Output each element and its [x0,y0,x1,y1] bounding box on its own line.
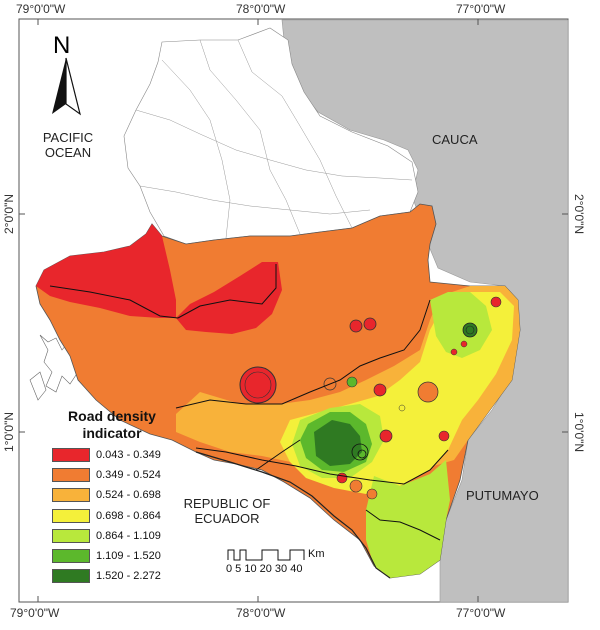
label-ecuador-line1: REPUBLIC OF [183,496,271,511]
coordinate-ticks [19,19,568,602]
legend-swatch [52,468,90,483]
legend-title-line2: indicator [82,425,142,441]
legend-label: 0.524 - 0.698 [96,489,161,502]
coord-bottom-79w: 79°0'0"W [10,606,60,620]
scale-bar-unit: Km [308,548,325,560]
legend-swatch [52,528,90,543]
legend-swatch [52,549,90,564]
legend-label: 0.864 - 1.109 [96,529,161,542]
coord-top-78w: 78°0'0"W [236,2,286,16]
legend-label: 0.349 - 0.524 [96,469,161,482]
legend-item: 0.524 - 0.698 [52,485,172,505]
label-ecuador: REPUBLIC OF ECUADOR [172,496,282,526]
north-arrow-icon [52,57,81,116]
legend-swatch [52,508,90,523]
municipal-boundaries [135,39,413,239]
scale-bar-graphic [227,549,305,561]
label-ecuador-line2: ECUADOR [194,511,260,526]
zone-darkgreen [314,420,362,466]
legend-item: 1.520 - 2.272 [52,566,172,586]
legend-item: 0.698 - 0.864 [52,506,172,526]
coord-bottom-78w: 78°0'0"W [236,606,286,620]
coastal-islands [29,334,81,401]
legend-item: 1.109 - 1.520 [52,546,172,566]
legend-label: 1.520 - 2.272 [96,570,161,583]
legend-item: 0.349 - 0.524 [52,465,172,485]
legend-rows: 0.043 - 0.349 0.349 - 0.524 0.524 - 0.698 0… [52,445,172,586]
zone-red-west [36,224,176,318]
north-arrow-label: N [53,32,71,59]
legend-label: 1.109 - 1.520 [96,550,161,563]
contour-lines [49,264,449,541]
legend-swatch [52,488,90,503]
legend-item: 0.043 - 0.349 [52,445,172,465]
legend-swatch [52,569,90,584]
coord-left-2n: 2°0'0"N [2,193,16,234]
label-pacific-line2: OCEAN [44,145,92,160]
coord-top-79w: 79°0'0"W [16,2,66,16]
legend: Road density indicator 0.043 - 0.349 0.34… [52,408,172,586]
ecuador-border [195,451,391,579]
label-cauca: CAUCA [432,132,478,147]
zone-lightgreen-south [366,460,450,578]
scale-bar-ticks: 0 5 10 20 30 40 [226,563,303,575]
road-density-surface [35,203,521,579]
legend-label: 0.698 - 0.864 [96,509,161,522]
label-pacific-line1: PACIFIC [42,130,94,145]
legend-item: 0.864 - 1.109 [52,526,172,546]
coord-left-1n: 1°0'0"N [2,411,16,452]
label-putumayo: PUTUMAYO [466,488,539,503]
zone-lightgreen-north [430,292,492,358]
coord-right-1n: 1°0'0"N [572,412,586,453]
legend-title-line1: Road density [68,408,156,424]
label-pacific-ocean: PACIFIC OCEAN [38,130,98,160]
coord-right-2n: 2°0'0"N [572,194,586,235]
legend-swatch [52,448,90,463]
zone-red-central [176,262,282,334]
coord-top-77w: 77°0'0"W [456,2,506,16]
legend-label: 0.043 - 0.349 [96,449,161,462]
coord-bottom-77w: 77°0'0"W [456,606,506,620]
